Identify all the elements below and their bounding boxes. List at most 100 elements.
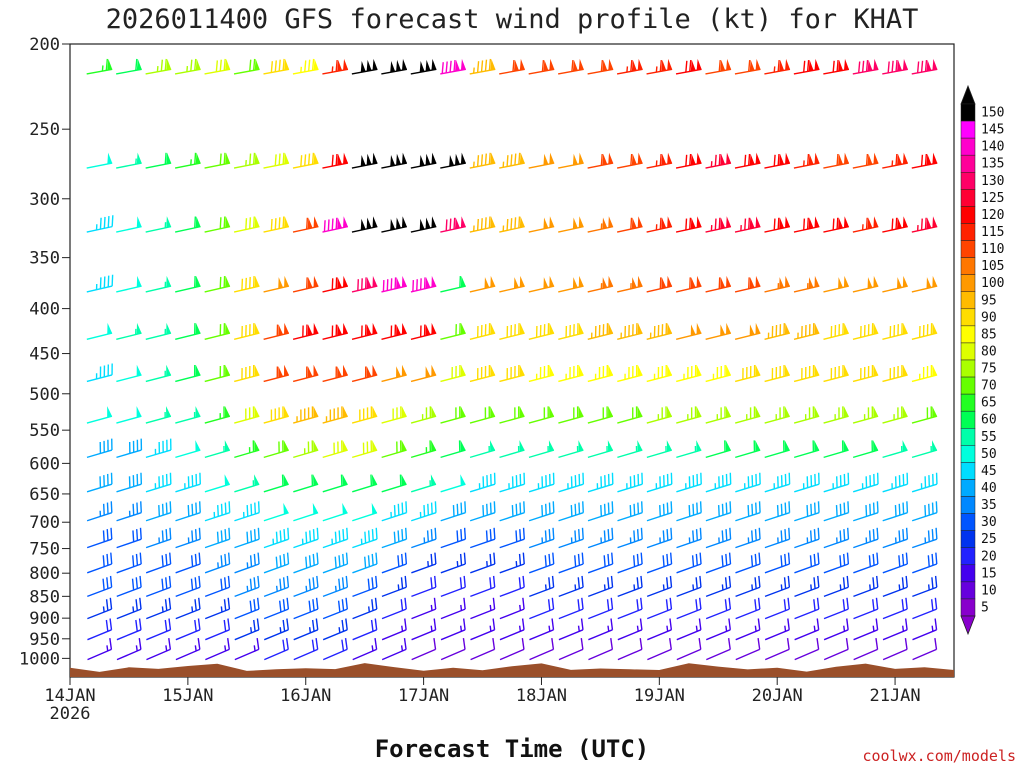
wind-barb bbox=[263, 474, 289, 493]
colorbar-label: 100 bbox=[981, 276, 1004, 291]
wind-barb bbox=[793, 275, 820, 293]
wind-barb bbox=[853, 527, 879, 549]
wind-barb bbox=[882, 152, 908, 169]
wind-barb bbox=[145, 406, 172, 424]
colorbar-label: 25 bbox=[981, 532, 997, 547]
wind-barb bbox=[145, 58, 172, 75]
wind-barb bbox=[116, 322, 142, 340]
wind-barb bbox=[410, 406, 437, 424]
wind-barb bbox=[469, 216, 496, 233]
wind-barb bbox=[499, 575, 525, 598]
wind-barb bbox=[735, 638, 761, 661]
wind-barb bbox=[234, 364, 260, 383]
wind-barb bbox=[558, 275, 584, 293]
wind-barb bbox=[116, 597, 142, 620]
colorbar-label: 130 bbox=[981, 174, 1004, 189]
y-tick-label: 700 bbox=[29, 513, 60, 533]
wind-barb bbox=[705, 618, 731, 641]
wind-barb bbox=[735, 472, 761, 493]
wind-barb bbox=[440, 597, 466, 620]
colorbar-label: 55 bbox=[981, 430, 997, 445]
wind-barb bbox=[675, 275, 702, 293]
wind-barb bbox=[852, 152, 879, 169]
wind-barb bbox=[764, 618, 790, 641]
wind-barb bbox=[322, 502, 348, 522]
wind-barb bbox=[616, 58, 643, 75]
wind-barb bbox=[410, 474, 437, 493]
wind-barb bbox=[470, 597, 496, 620]
wind-barb bbox=[292, 275, 319, 293]
wind-barb bbox=[528, 152, 555, 169]
wind-barb bbox=[204, 275, 231, 293]
y-tick-label: 900 bbox=[29, 609, 60, 629]
wind-barb bbox=[293, 502, 319, 522]
wind-barb bbox=[293, 406, 319, 424]
wind-barb bbox=[764, 501, 791, 522]
wind-barb bbox=[853, 575, 879, 598]
wind-barb bbox=[116, 527, 142, 549]
colorbar-swatch bbox=[960, 189, 976, 207]
wind-barb bbox=[116, 618, 142, 641]
wind-barb bbox=[440, 152, 466, 169]
wind-barb bbox=[86, 152, 113, 169]
wind-barb bbox=[116, 364, 142, 383]
wind-barb bbox=[234, 575, 260, 598]
wind-barb bbox=[911, 472, 938, 493]
wind-barb bbox=[823, 527, 850, 549]
wind-barb bbox=[764, 58, 791, 75]
wind-barb bbox=[292, 216, 319, 233]
wind-barb bbox=[175, 638, 201, 661]
wind-barb bbox=[351, 440, 378, 459]
wind-barb bbox=[676, 618, 702, 641]
wind-barb bbox=[116, 472, 143, 493]
colorbar-swatch bbox=[960, 410, 976, 429]
y-tick-label: 350 bbox=[29, 249, 60, 269]
wind-barb bbox=[646, 364, 673, 383]
wind-barb bbox=[558, 58, 584, 75]
colorbar-label: 145 bbox=[981, 123, 1004, 138]
colorbar-max-arrow bbox=[960, 84, 976, 105]
wind-barb bbox=[381, 597, 407, 620]
wind-barb bbox=[499, 472, 526, 493]
wind-barb bbox=[86, 322, 113, 340]
wind-barb bbox=[558, 597, 584, 620]
wind-barb bbox=[234, 474, 260, 493]
wind-barb bbox=[175, 440, 201, 459]
wind-barb bbox=[145, 501, 172, 522]
wind-barb bbox=[116, 575, 142, 598]
wind-barb bbox=[175, 618, 201, 641]
wind-barb bbox=[470, 638, 496, 661]
wind-barb bbox=[911, 406, 938, 424]
wind-barb bbox=[292, 322, 319, 340]
wind-barb bbox=[616, 152, 643, 169]
wind-barb bbox=[528, 58, 555, 75]
wind-barb bbox=[233, 216, 260, 233]
wind-barb bbox=[617, 472, 643, 493]
y-tick-label: 250 bbox=[29, 120, 60, 140]
wind-barb bbox=[911, 501, 938, 522]
wind-barb bbox=[646, 216, 673, 233]
wind-barb bbox=[205, 638, 230, 661]
wind-barb bbox=[587, 216, 614, 233]
wind-barb bbox=[911, 364, 938, 383]
wind-barb bbox=[882, 597, 908, 620]
wind-barb bbox=[410, 440, 437, 459]
wind-barb bbox=[676, 406, 702, 424]
wind-barb bbox=[352, 575, 378, 598]
wind-barb bbox=[735, 501, 761, 522]
wind-barb bbox=[734, 275, 761, 293]
wind-barb bbox=[322, 364, 348, 383]
wind-barb bbox=[587, 552, 614, 574]
wind-barb bbox=[823, 364, 849, 383]
wind-barb bbox=[823, 597, 849, 620]
wind-barb bbox=[440, 474, 466, 493]
wind-barb bbox=[87, 597, 113, 620]
wind-barb bbox=[529, 597, 555, 620]
wind-barb bbox=[145, 552, 172, 574]
wind-barb bbox=[440, 440, 466, 459]
colorbar-label: 120 bbox=[981, 208, 1004, 223]
wind-barb bbox=[587, 152, 614, 169]
colorbar-swatch bbox=[960, 359, 976, 378]
wind-barb bbox=[175, 216, 201, 233]
wind-barb bbox=[912, 638, 938, 661]
